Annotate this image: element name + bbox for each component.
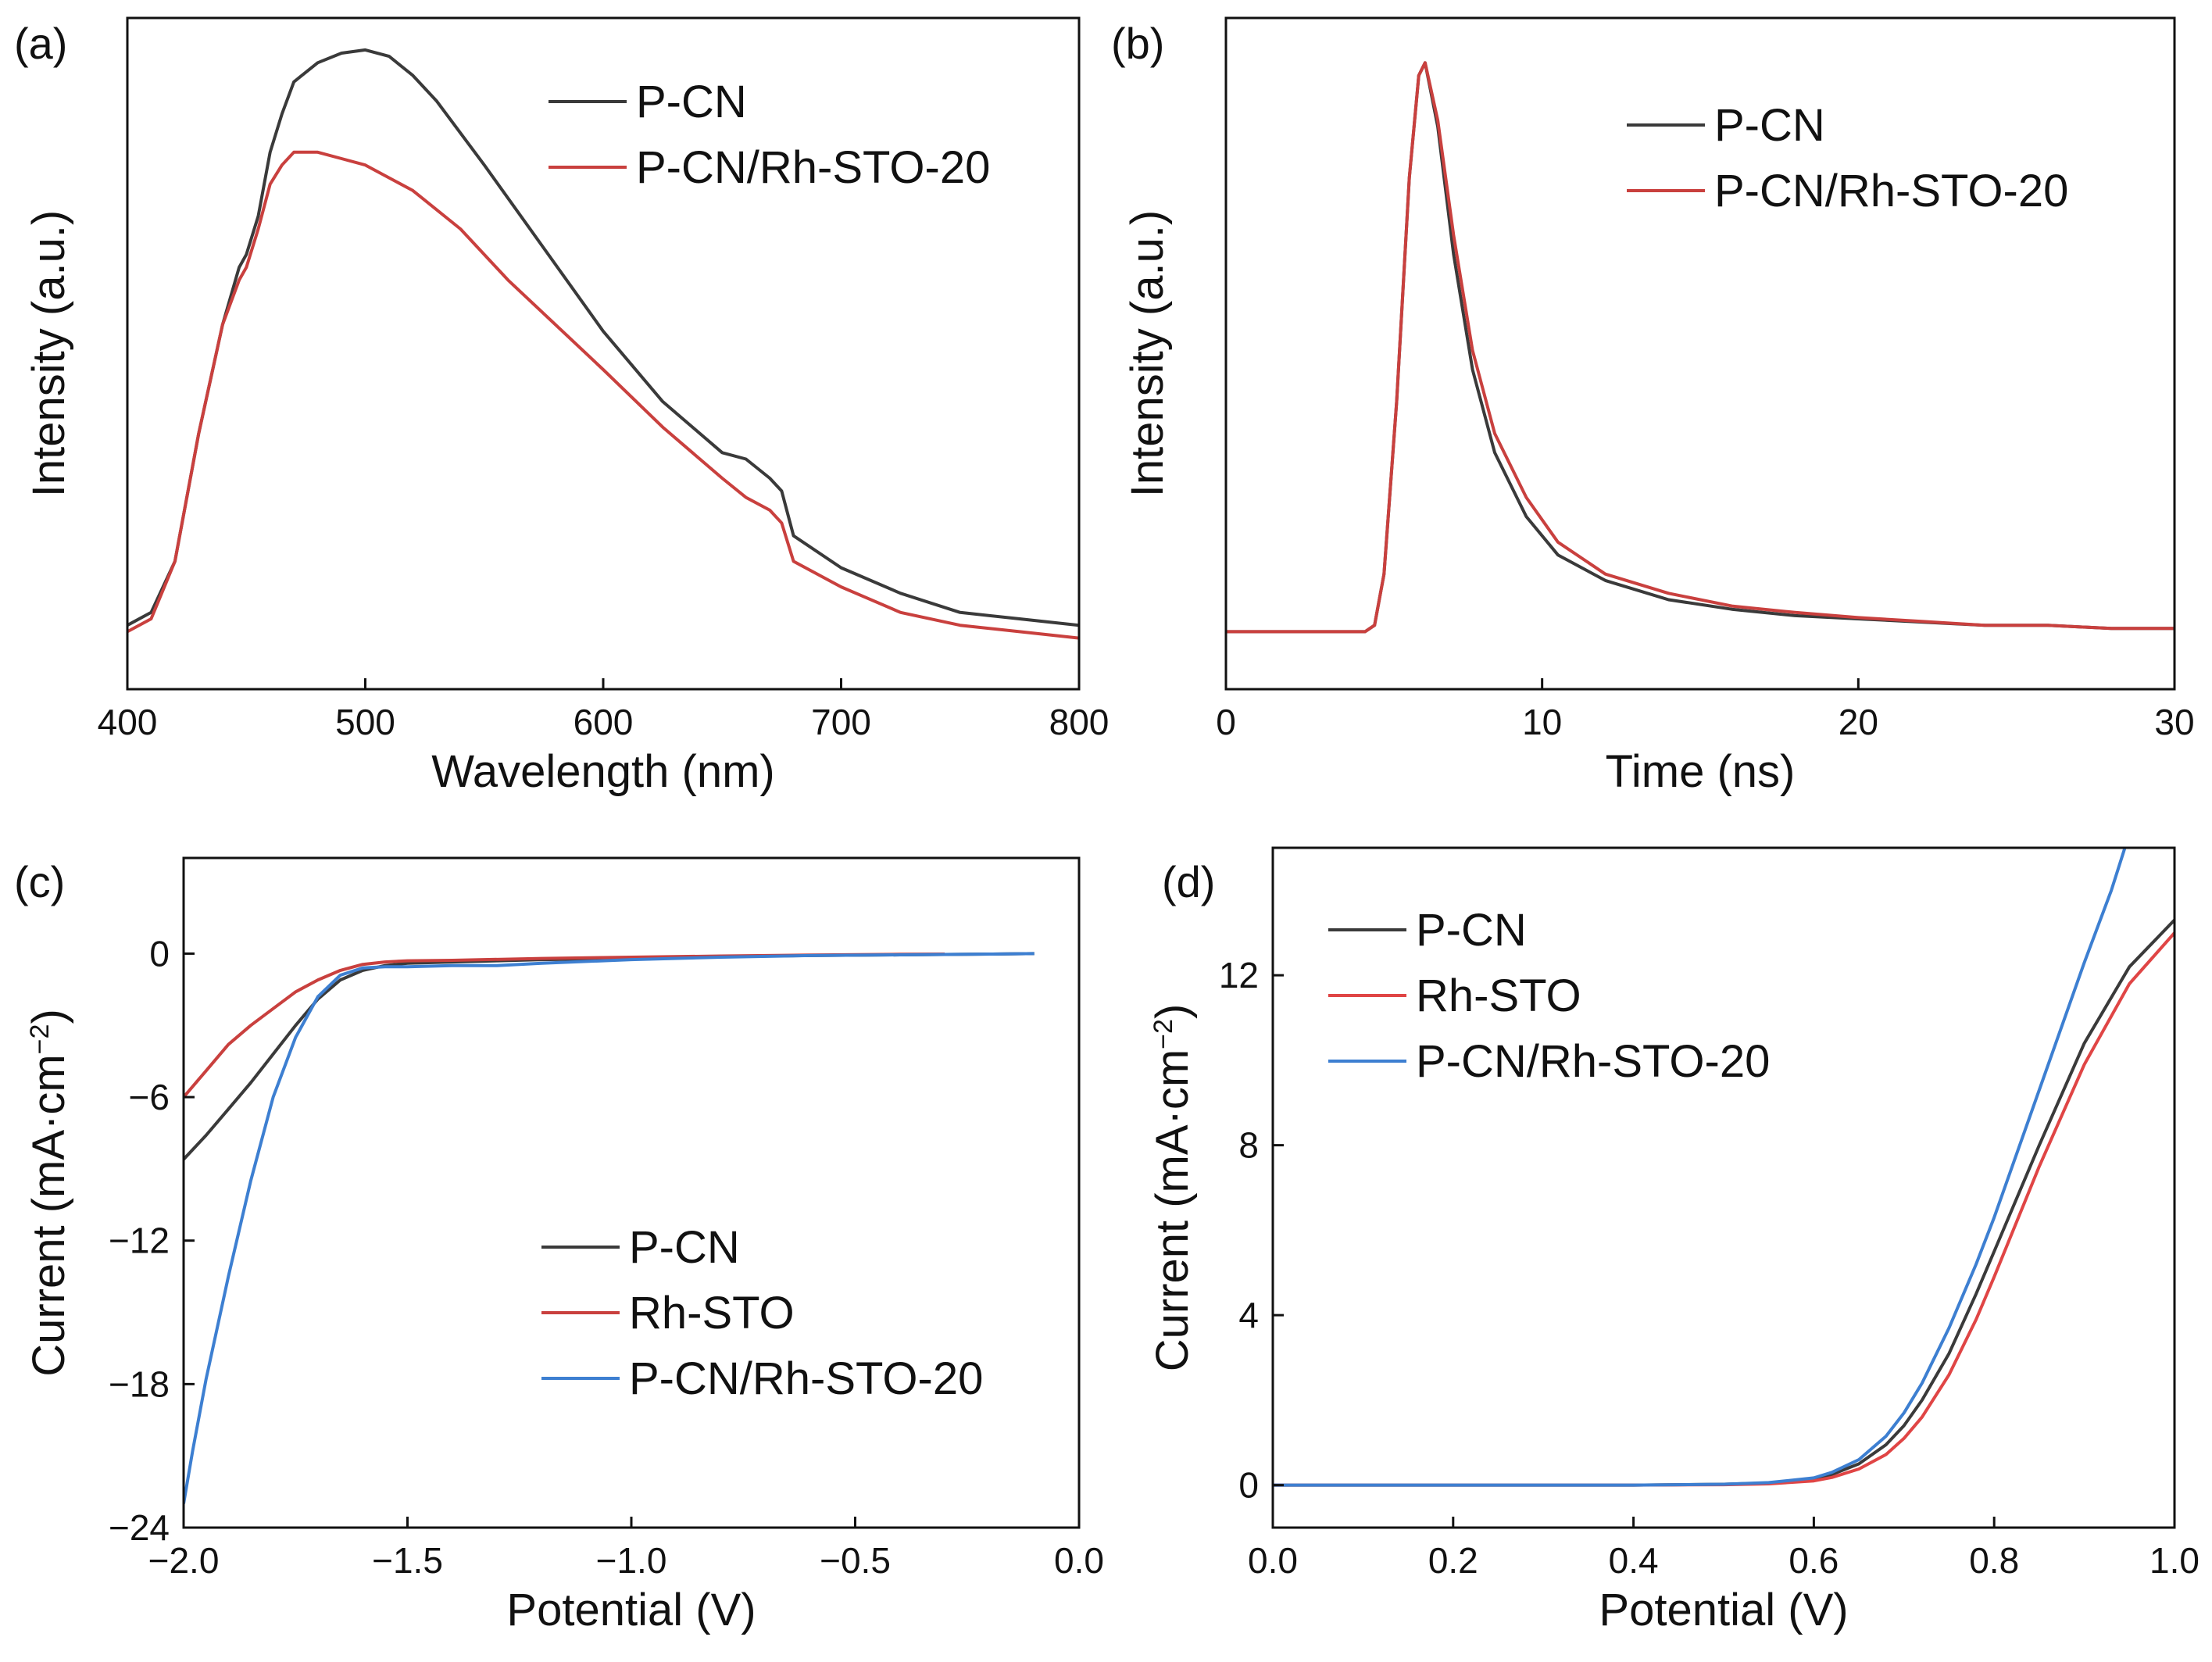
panel-c: −2.0 −1.5 −1.0 −0.5 0.0 0 −6 −12 −18 −24 Potential… <box>14 856 1104 1635</box>
legend: P-CN Rh-STO P-CN/Rh-STO-20 <box>541 1222 983 1404</box>
x-tick-label: 0 <box>1216 702 1236 742</box>
x-tick-label: 500 <box>335 702 395 742</box>
plot-frame <box>1224 16 2176 691</box>
panel-label: (c) <box>14 857 65 906</box>
y-tick-label: 12 <box>1219 955 1259 995</box>
x-axis-title: Time (ns) <box>1606 746 1796 797</box>
legend: P-CN P-CN/Rh-STO-20 <box>549 77 990 193</box>
x-tick-label: 800 <box>1049 702 1110 742</box>
y-axis-title: Intensity (a.u.) <box>1122 210 1173 497</box>
y-axis-title: Current (mA·cm−2) <box>1147 1004 1198 1372</box>
series-line-3 <box>1273 848 2127 1487</box>
y-tick-label: −12 <box>109 1221 170 1261</box>
legend-label: Rh-STO <box>629 1288 795 1339</box>
x-axis-title: Wavelength (nm) <box>431 746 774 797</box>
x-tick-label: 0.0 <box>1248 1540 1298 1581</box>
series-line-2 <box>1226 61 2174 634</box>
y-axis-title: Intensity (a.u.) <box>23 210 74 497</box>
x-axis-title: Potential (V) <box>1599 1585 1848 1635</box>
x-tick-label: 0.4 <box>1609 1540 1659 1581</box>
x-tick-label: 0.6 <box>1789 1540 1839 1581</box>
x-tick-label: −2.0 <box>148 1540 220 1581</box>
x-tick-label: 400 <box>98 702 158 742</box>
x-tick-label: 0.8 <box>1969 1540 2019 1581</box>
series-line-3 <box>184 952 1035 1504</box>
series-line-1 <box>127 48 1079 627</box>
x-tick-label: 1.0 <box>2149 1540 2199 1581</box>
panel-a: 400 500 600 700 800 Wavelength (nm) Intensity … <box>14 16 1110 797</box>
legend-label: Rh-STO <box>1416 970 1581 1021</box>
y-tick-label: 0 <box>1238 1465 1259 1506</box>
x-tick-label: 10 <box>1522 702 1562 742</box>
legend: P-CN Rh-STO P-CN/Rh-STO-20 <box>1328 905 1770 1087</box>
legend-label: P-CN/Rh-STO-20 <box>1714 166 2068 216</box>
legend-label: P-CN <box>636 77 747 127</box>
plot-frame <box>1271 846 2176 1529</box>
y-tick-label: 8 <box>1238 1125 1259 1166</box>
x-tick-label: −1.5 <box>372 1540 443 1581</box>
panel-label: (a) <box>14 19 67 68</box>
y-tick-label: −18 <box>109 1364 170 1404</box>
x-tick-label: 0.0 <box>1054 1540 1104 1581</box>
legend-label: P-CN <box>1416 905 1527 956</box>
y-tick-label: 4 <box>1238 1295 1259 1335</box>
y-axis-title: Current (mA·cm−2) <box>23 1009 74 1377</box>
legend: P-CN P-CN/Rh-STO-20 <box>1627 100 2068 216</box>
legend-label: P-CN <box>629 1222 740 1273</box>
x-tick-label: 30 <box>2154 702 2194 742</box>
panel-label: (d) <box>1162 857 1215 906</box>
series-line-2 <box>127 150 1079 640</box>
legend-label: P-CN/Rh-STO-20 <box>1416 1036 1770 1087</box>
x-tick-label: −1.0 <box>596 1540 667 1581</box>
x-axis-title: Potential (V) <box>506 1585 756 1635</box>
panel-d: 0.0 0.2 0.4 0.6 0.8 1.0 0 4 8 12 Potential (V) Curr… <box>1147 846 2199 1635</box>
panel-label: (b) <box>1111 19 1164 68</box>
y-tick-label: −24 <box>109 1507 170 1548</box>
x-tick-label: 20 <box>1839 702 1878 742</box>
y-tick-label: 0 <box>149 933 170 974</box>
x-tick-label: 0.2 <box>1428 1540 1478 1581</box>
legend-label: P-CN <box>1714 100 1825 151</box>
legend-label: P-CN/Rh-STO-20 <box>636 142 990 193</box>
x-tick-label: −0.5 <box>820 1540 891 1581</box>
x-tick-label: 700 <box>811 702 871 742</box>
y-tick-label: −6 <box>129 1077 170 1117</box>
legend-label: P-CN/Rh-STO-20 <box>629 1353 983 1404</box>
x-tick-label: 600 <box>574 702 634 742</box>
